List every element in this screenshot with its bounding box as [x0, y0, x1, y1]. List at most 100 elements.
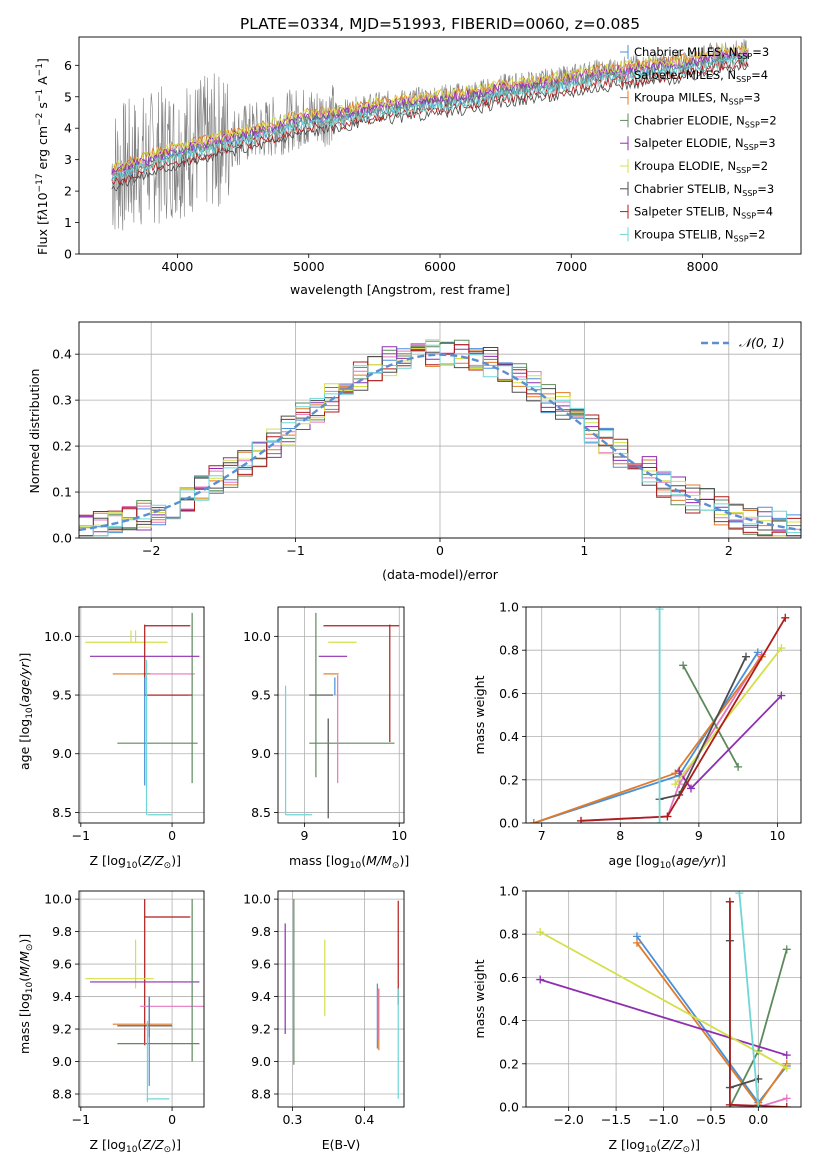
legend-label: Chabrier ELODIE, NSSP=2: [634, 113, 777, 129]
legend-label: Salpeter ELODIE, NSSP=3: [634, 136, 776, 152]
y-tick-label: 1.0: [499, 600, 519, 615]
x-tick-label: −1: [286, 543, 304, 558]
x-axis-label: E(B-V): [322, 1137, 361, 1152]
y-tick-label: 9.2: [52, 1022, 72, 1037]
legend-label: Chabrier MILES, NSSP=3: [634, 45, 769, 61]
y-tick-label: 0.6: [499, 970, 519, 985]
x-tick-label: −2.0: [553, 1112, 583, 1127]
weight-point: [782, 1103, 791, 1107]
y-tick-label: 0.8: [499, 643, 519, 658]
y-tick-label: 8.5: [251, 805, 271, 820]
weight-line: [539, 978, 788, 1057]
x-tick-label: 10: [769, 828, 785, 843]
x-axis-label: wavelength [Angstrom, rest frame]: [290, 282, 510, 297]
legend-label: Salpeter STELIB, NSSP=4: [634, 205, 773, 221]
weight-point: [679, 661, 688, 670]
axes-age-vs-Z: −1 0 8.5 9.0 9.5 10.0: [44, 606, 205, 843]
y-tick-label: 10.0: [44, 892, 72, 907]
x-tick-label: 0: [168, 1112, 176, 1127]
y-axis-label: mass weight: [472, 675, 487, 754]
y-axis-label: mass weight: [472, 959, 487, 1038]
weight-line: [580, 617, 787, 822]
x-tick-label: 8000: [687, 259, 719, 274]
y-tick-label: 10.0: [44, 629, 72, 644]
x-tick-label: 1: [580, 543, 588, 558]
plot-area: [85, 899, 204, 1103]
x-axis-label: Z [log10(Z/Z⊙)]: [90, 853, 181, 871]
weight-point: [529, 819, 538, 823]
plot-area: [284, 612, 400, 819]
y-tick-label: 10.0: [243, 892, 271, 907]
y-axis-label: Flux [fλ10−17 erg cm−2 s−1 A−1]: [35, 58, 50, 255]
y-tick-label: 0.2: [52, 439, 72, 454]
weight-line: [533, 651, 759, 823]
weight-point: [632, 938, 641, 947]
axis-decor: 9 10 8.5 9.0 9.5 10.0: [243, 629, 407, 843]
weight-point: [577, 816, 585, 823]
weight-point: [782, 1051, 791, 1060]
axes-weight-vs-Z: −2.0 −1.5 −1.0 −0.5 0.0 0.0 0.2 0.4 0.6 0.8 1.0: [499, 884, 802, 1128]
axes-age-vs-mass: 9 10 8.5 9.0 9.5 10.0: [243, 606, 407, 843]
weight-point: [754, 1103, 763, 1107]
y-tick-label: 0.4: [499, 729, 519, 744]
x-axis-label: (data-model)/error: [382, 567, 499, 582]
axes-weight-vs-age: 7 8 9 10 0.0 0.2 0.4 0.6 0.8 1.0: [499, 600, 802, 844]
weight-point: [742, 652, 750, 661]
y-tick-label: 6: [64, 58, 72, 73]
x-tick-label: 0.0: [748, 1112, 768, 1127]
weight-point: [687, 784, 695, 793]
y-tick-label: 9.5: [251, 688, 271, 703]
weight-point: [782, 1064, 791, 1073]
x-tick-label: 5000: [293, 259, 325, 274]
y-tick-label: 9.0: [52, 746, 72, 761]
x-tick-label: 0.4: [354, 1112, 374, 1127]
y-tick-label: 0.8: [499, 927, 519, 942]
y-tick-label: 9.8: [52, 924, 72, 939]
y-tick-label: 9.8: [251, 924, 271, 939]
weight-point: [725, 897, 734, 906]
y-tick-label: 0.4: [52, 347, 72, 362]
weight-point: [655, 819, 664, 823]
weight-point: [734, 762, 743, 771]
weight-point: [536, 928, 545, 937]
model-spectrum: [111, 56, 749, 183]
weight-point: [735, 891, 744, 898]
weight-point: [781, 613, 790, 622]
weight-point: [782, 1094, 791, 1103]
y-tick-label: 0.2: [499, 1056, 519, 1071]
weight-point: [782, 945, 791, 954]
axes-frame: [525, 890, 802, 1108]
axis-decor: 7 8 9 10 0.0 0.2 0.4 0.6 0.8 1.0: [499, 600, 785, 844]
x-tick-label: 10: [391, 828, 407, 843]
y-tick-label: 0: [64, 247, 72, 262]
x-tick-label: 6000: [424, 259, 456, 274]
x-tick-label: −1.5: [601, 1112, 631, 1127]
x-tick-label: −1: [72, 1112, 90, 1127]
plot-area: [529, 607, 790, 823]
x-tick-label: 8: [616, 828, 624, 843]
model-spectrum: [111, 58, 749, 186]
plot-area: [85, 612, 200, 816]
y-tick-label: 1: [64, 215, 72, 230]
axis-decor: −2.0 −1.5 −1.0 −0.5 0.0 0.0 0.2 0.4 0.6 0.8 1.0: [499, 884, 768, 1128]
weight-line: [539, 931, 788, 1069]
y-axis-label: mass [log10(M/M⊙)]: [17, 934, 35, 1054]
x-tick-label: 0: [436, 543, 444, 558]
axes-residuals: −2 −1 0 1 2 0.0 0.1 0.2 0.3 0.4: [52, 321, 802, 558]
x-tick-label: 7: [538, 828, 546, 843]
weight-point: [536, 975, 545, 984]
x-tick-label: 0.3: [282, 1112, 302, 1127]
weight-line: [738, 893, 760, 1107]
y-tick-label: 0.1: [52, 485, 72, 500]
y-tick-label: 0.0: [52, 531, 72, 546]
y-tick-label: 0.0: [499, 1100, 519, 1115]
data-spectrum: [111, 38, 749, 231]
axis-decor: 0.3 0.4 8.8 9.0 9.2 9.4 9.6 9.8 10.0: [243, 892, 374, 1127]
y-tick-label: 9.6: [251, 957, 271, 972]
x-tick-label: 9: [301, 828, 309, 843]
axes-frame: [78, 321, 802, 539]
y-tick-label: 8.8: [251, 1087, 271, 1102]
weight-point: [675, 767, 684, 776]
plot-area: [536, 891, 791, 1107]
